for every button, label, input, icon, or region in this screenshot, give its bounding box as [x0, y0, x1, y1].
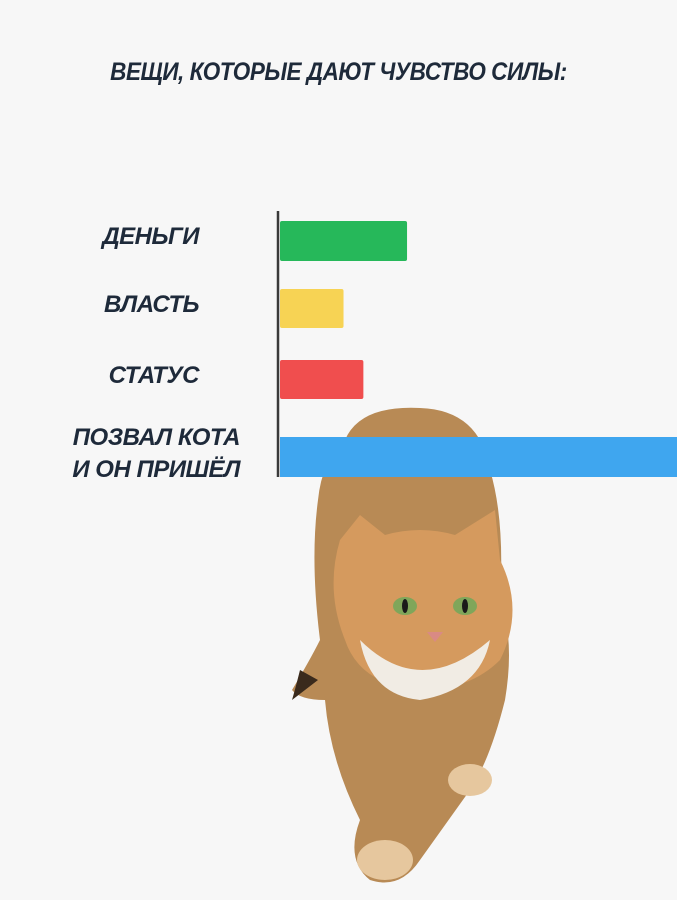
category-label: ПОЗВАЛ КОТА И ОН ПРИШЁЛ [72, 422, 240, 486]
category-label-line: ПОЗВАЛ КОТА [72, 424, 241, 451]
category-label: ДЕНЬГИ [102, 221, 199, 253]
bar-4 [280, 437, 677, 477]
cat-icon [292, 407, 513, 883]
category-label-line: СТАТУС [108, 362, 200, 389]
bar-2 [280, 289, 344, 328]
chart-title: ВЕЩИ, КОТОРЫЕ ДАЮТ ЧУВСТВО СИЛЫ: [110, 58, 567, 86]
category-label-line: ДЕНЬГИ [102, 223, 199, 250]
bar-3 [280, 360, 364, 399]
category-label: ВЛАСТЬ [103, 289, 200, 321]
category-label: СТАТУС [108, 360, 200, 392]
bar-1 [280, 221, 408, 261]
category-label-line: И ОН ПРИШЁЛ [72, 456, 240, 483]
category-label-line: ВЛАСТЬ [103, 291, 200, 318]
